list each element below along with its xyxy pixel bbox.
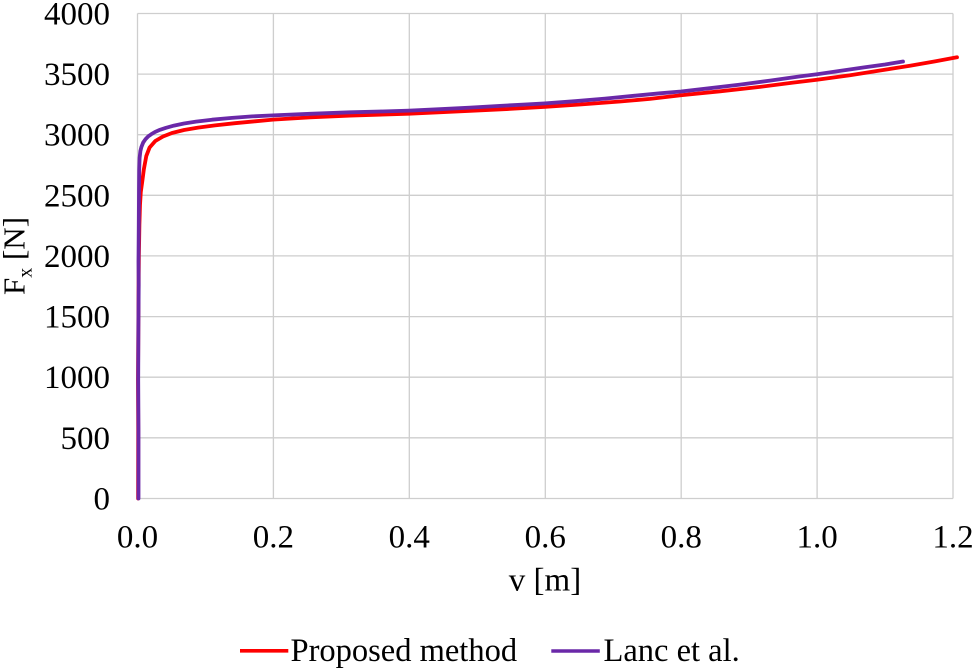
svg-text:1500: 1500 [44, 300, 110, 336]
svg-text:1.0: 1.0 [796, 520, 837, 556]
svg-text:2000: 2000 [44, 239, 110, 275]
svg-text:0.4: 0.4 [389, 520, 430, 556]
svg-text:Proposed method: Proposed method [291, 633, 518, 669]
svg-text:0.6: 0.6 [525, 520, 566, 556]
svg-text:2500: 2500 [44, 178, 110, 214]
svg-text:Lanc et al.: Lanc et al. [604, 633, 740, 669]
svg-text:3500: 3500 [44, 57, 110, 93]
svg-text:v [m]: v [m] [509, 563, 581, 599]
svg-text:500: 500 [61, 421, 111, 457]
svg-text:1000: 1000 [44, 360, 110, 396]
svg-text:0.0: 0.0 [117, 520, 158, 556]
svg-text:4000: 4000 [44, 0, 110, 33]
svg-text:0.8: 0.8 [661, 520, 702, 556]
svg-text:0: 0 [94, 482, 111, 518]
svg-text:1.2: 1.2 [932, 520, 973, 556]
svg-text:Fx [N]: Fx [N] [0, 217, 36, 295]
svg-text:0.2: 0.2 [253, 520, 294, 556]
svg-text:3000: 3000 [44, 118, 110, 154]
